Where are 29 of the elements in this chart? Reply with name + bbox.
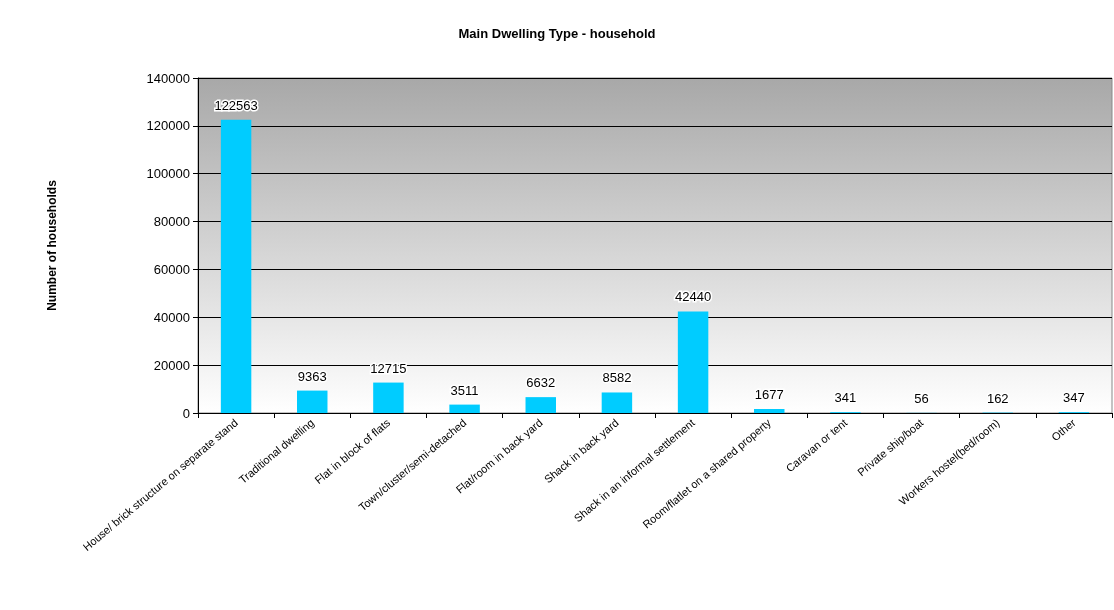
- bar: [373, 382, 404, 413]
- bar: [601, 392, 633, 413]
- y-tick-label: 0: [182, 405, 190, 421]
- y-tick-label: 120000: [146, 118, 190, 134]
- data-label: 9363: [297, 368, 327, 384]
- y-tick-label: 40000: [153, 309, 190, 325]
- data-label: 341: [834, 390, 857, 406]
- data-label: 42440: [675, 289, 712, 305]
- y-tick-label: 100000: [146, 166, 190, 182]
- data-label: 1677: [754, 386, 784, 402]
- data-label: 8582: [602, 370, 632, 386]
- y-axis-title: Number of households: [45, 179, 59, 311]
- chart-title: Main Dwelling Type - household: [458, 26, 656, 41]
- bar: [449, 404, 480, 413]
- y-tick-label: 140000: [146, 70, 190, 86]
- y-tick-label: 20000: [153, 357, 190, 373]
- data-label: 6632: [526, 375, 556, 391]
- bar: [297, 390, 328, 413]
- data-label: 56: [914, 390, 929, 406]
- data-label: 347: [1063, 390, 1085, 406]
- y-tick-label: 80000: [153, 214, 190, 230]
- bar: [754, 408, 785, 413]
- bar: [525, 397, 556, 413]
- y-tick-label: 60000: [153, 261, 190, 277]
- data-label: 3511: [450, 382, 479, 398]
- data-label: 162: [986, 390, 1009, 406]
- bar: [677, 311, 709, 413]
- bar: [220, 119, 252, 413]
- data-label: 122563: [214, 97, 258, 113]
